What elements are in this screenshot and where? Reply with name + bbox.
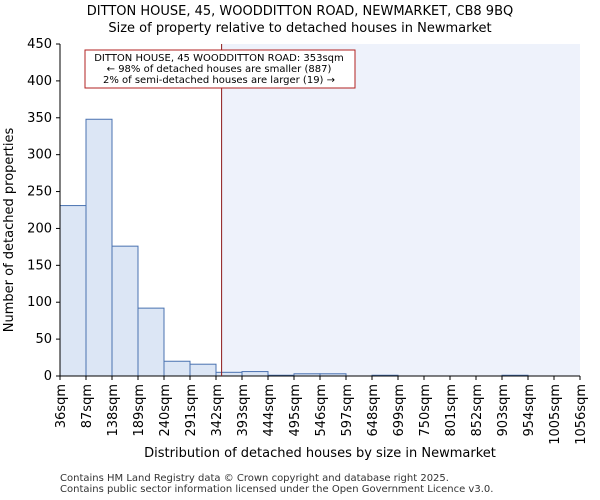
x-tick-label: 393sqm (236, 384, 251, 437)
x-axis-label: Distribution of detached houses by size … (144, 446, 496, 461)
annotation-line-2: ← 98% of detached houses are smaller (88… (107, 64, 332, 75)
larger-region-highlight (221, 44, 580, 376)
annotation-box: DITTON HOUSE, 45 WOODDITTON ROAD: 353sqm… (84, 49, 356, 89)
footer-copyright: Contains HM Land Registry data © Crown c… (60, 473, 449, 484)
bar-291sqm (189, 363, 217, 377)
x-tick-label: 852sqm (470, 384, 485, 437)
chart-title: DITTON HOUSE, 45, WOODDITTON ROAD, NEWMA… (87, 4, 513, 19)
annotation-line-3: 2% of semi-detached houses are larger (1… (103, 75, 335, 86)
bar-393sqm (241, 371, 269, 377)
x-tick-label: 903sqm (496, 384, 511, 437)
bar-240sqm (163, 360, 191, 377)
x-tick-label: 1005sqm (548, 384, 563, 445)
y-tick-label: 300 (27, 148, 52, 163)
x-tick-label: 546sqm (314, 384, 329, 437)
x-tick-label: 240sqm (158, 384, 173, 437)
x-tick-label: 801sqm (444, 384, 459, 437)
y-tick-label: 250 (27, 185, 52, 200)
x-tick-label: 291sqm (184, 384, 199, 437)
annotation-line-1: DITTON HOUSE, 45 WOODDITTON ROAD: 353sqm (94, 53, 344, 64)
y-tick-label: 200 (27, 221, 52, 236)
y-tick-label: 0 (44, 369, 52, 384)
x-tick-label: 1056sqm (574, 384, 589, 445)
y-tick-label: 150 (27, 258, 52, 273)
x-tick-label: 954sqm (522, 384, 537, 437)
annotation-border (84, 49, 356, 89)
x-tick-label: 36sqm (54, 384, 69, 428)
chart-subtitle: Size of property relative to detached ho… (108, 21, 491, 36)
x-tick-label: 342sqm (210, 384, 225, 437)
bar-87sqm (85, 118, 113, 377)
x-tick-label: 189sqm (132, 384, 147, 437)
bar-189sqm (137, 307, 165, 377)
x-tick-label: 750sqm (418, 384, 433, 437)
bar-36sqm (59, 205, 87, 377)
x-tick-label: 138sqm (106, 384, 121, 437)
bar-138sqm (111, 245, 139, 377)
y-tick-label: 400 (27, 74, 52, 89)
bar-342sqm (215, 371, 243, 377)
footer-licence: Contains public sector information licen… (60, 484, 494, 495)
x-tick-label: 444sqm (262, 384, 277, 437)
x-tick-label: 495sqm (288, 384, 303, 437)
y-tick-label: 100 (27, 295, 52, 310)
y-tick-label: 450 (27, 37, 52, 52)
x-tick-label: 699sqm (392, 384, 407, 437)
y-tick-label: 50 (35, 332, 52, 347)
x-tick-label: 597sqm (340, 384, 355, 437)
y-tick-label: 350 (27, 111, 52, 126)
x-tick-label: 648sqm (366, 384, 381, 437)
y-axis-label: Number of detached properties (2, 128, 17, 333)
x-tick-label: 87sqm (80, 384, 95, 428)
